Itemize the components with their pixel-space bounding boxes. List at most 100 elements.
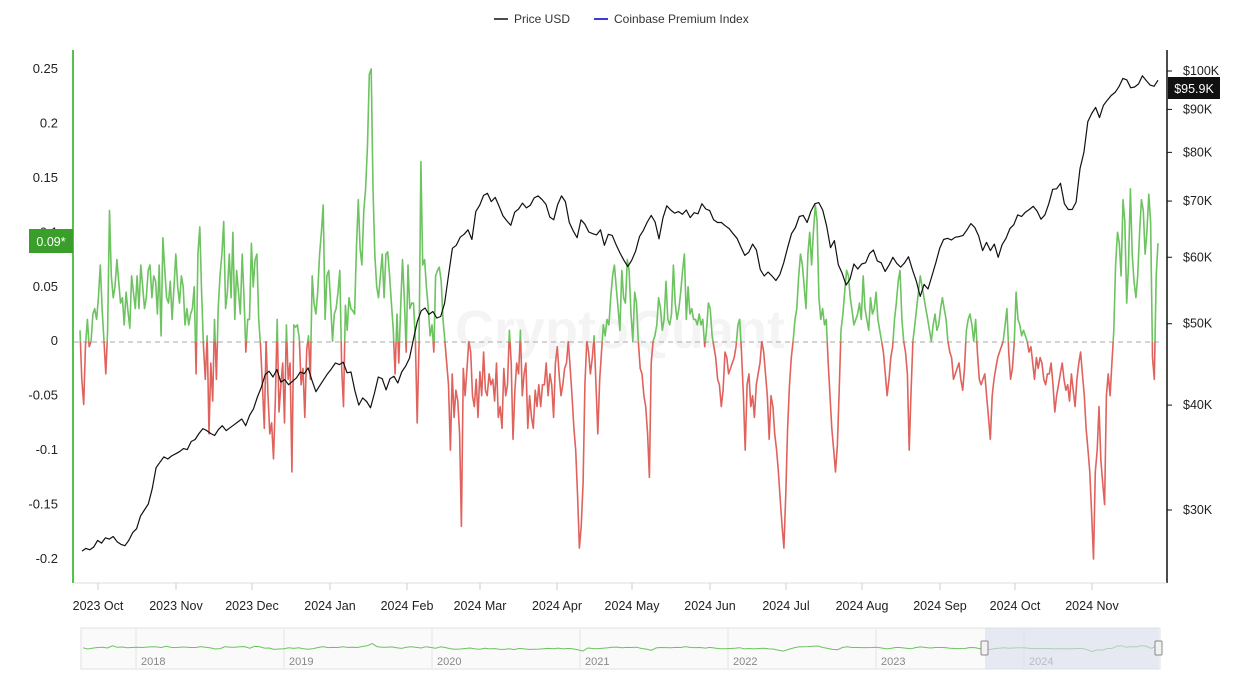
- premium-positive-segment: [107, 211, 195, 342]
- x-tick-label: 2023 Nov: [149, 599, 203, 613]
- premium-negative-segment: [1152, 341, 1155, 379]
- premium-negative-segment: [1008, 341, 1014, 379]
- current-price-badge-label: $95.9K: [1174, 82, 1214, 96]
- legend[interactable]: Price USD Coinbase Premium Index: [494, 12, 749, 26]
- premium-positive-segment: [217, 221, 245, 341]
- premium-positive-segment: [91, 265, 104, 341]
- premium-negative-segment: [341, 341, 345, 406]
- premium-positive-segment: [913, 276, 948, 341]
- premium-negative-segment: [904, 341, 913, 450]
- premium-negative-segment: [260, 341, 266, 428]
- premium-positive-segment: [793, 205, 827, 341]
- premium-positive-segment: [509, 330, 510, 341]
- current-premium-badge-label: 0.09*: [36, 235, 65, 249]
- premium-negative-segment: [207, 341, 214, 434]
- premium-positive-segment: [520, 330, 521, 341]
- x-tick-label: 2024 May: [605, 599, 661, 613]
- premium-positive-segment: [294, 325, 300, 341]
- premium-positive-segment: [434, 267, 445, 341]
- x-tick-label: 2024 Jun: [684, 599, 735, 613]
- right-tick-label: $40K: [1183, 398, 1213, 412]
- premium-negative-segment: [882, 341, 893, 396]
- navigator-selection[interactable]: [985, 628, 1159, 669]
- x-tick-label: 2024 Apr: [532, 599, 582, 613]
- x-tick-label: 2024 Feb: [381, 599, 434, 613]
- left-tick-label: 0.2: [40, 115, 58, 130]
- premium-negative-segment: [80, 341, 85, 404]
- premium-negative-segment: [977, 341, 1003, 439]
- right-tick-label: $50K: [1183, 317, 1213, 331]
- x-tick-label: 2024 Jan: [304, 599, 355, 613]
- x-tick-label: 2024 Nov: [1065, 599, 1119, 613]
- premium-negative-segment: [445, 341, 469, 526]
- navigator-left-handle[interactable]: [981, 641, 988, 655]
- left-tick-label: 0.15: [33, 170, 58, 185]
- legend-premium-label[interactable]: Coinbase Premium Index: [614, 12, 749, 26]
- premium-positive-segment: [406, 265, 415, 341]
- navigator-year-label: 2023: [881, 656, 905, 668]
- right-tick-label: $90K: [1183, 102, 1213, 116]
- premium-negative-segment: [195, 341, 196, 374]
- premium-positive-segment: [247, 243, 261, 341]
- premium-negative-segment: [638, 341, 653, 477]
- premium-positive-segment: [311, 205, 341, 341]
- right-tick-label: $30K: [1183, 503, 1213, 517]
- navigator-right-handle[interactable]: [1155, 641, 1162, 655]
- premium-positive-segment: [594, 336, 595, 341]
- left-tick-label: -0.15: [28, 497, 58, 512]
- navigator-year-label: 2020: [437, 656, 461, 668]
- premium-negative-segment: [299, 341, 307, 417]
- right-tick-label: $100K: [1183, 64, 1220, 78]
- x-tick-label: 2024 Oct: [990, 599, 1041, 613]
- premium-negative-segment: [203, 341, 207, 379]
- x-tick-label: 2024 Jul: [762, 599, 809, 613]
- premium-positive-segment: [841, 270, 882, 341]
- premium-positive-segment: [345, 69, 394, 341]
- navigator-year-label: 2019: [289, 656, 313, 668]
- premium-negative-segment: [394, 341, 396, 374]
- premium-positive-segment: [1113, 189, 1152, 341]
- premium-negative-segment: [104, 341, 107, 374]
- right-tick-label: $80K: [1183, 145, 1213, 159]
- premium-negative-segment: [704, 341, 705, 347]
- navigator-year-label: 2022: [733, 656, 757, 668]
- current-price-badge: $95.9K: [1168, 77, 1220, 99]
- premium-positive-segment: [1003, 309, 1008, 342]
- navigator[interactable]: 2018201920202021202220232024: [81, 628, 1162, 669]
- current-premium-badge: 0.09*: [29, 229, 73, 253]
- left-tick-label: 0.25: [33, 61, 58, 76]
- x-tick-label: 2023 Oct: [73, 599, 124, 613]
- premium-positive-segment: [197, 227, 204, 341]
- right-axis-ticks: $100K$90K$80K$70K$60K$50K$40K$30K: [1167, 64, 1220, 517]
- premium-negative-segment: [1027, 341, 1113, 559]
- left-tick-label: -0.2: [36, 551, 58, 566]
- navigator-year-label: 2021: [585, 656, 609, 668]
- premium-positive-segment: [308, 336, 309, 341]
- premium-negative-segment: [948, 341, 966, 390]
- premium-negative-segment: [762, 341, 793, 548]
- premium-negative-segment: [89, 341, 91, 347]
- legend-price-label[interactable]: Price USD: [514, 12, 570, 26]
- premium-negative-segment: [827, 341, 841, 472]
- left-axis-ticks: 0.250.20.150.10.050-0.05-0.1-0.15-0.2: [28, 61, 58, 566]
- x-tick-label: 2024 Aug: [836, 599, 889, 613]
- left-tick-label: 0: [51, 333, 58, 348]
- left-tick-label: 0.05: [33, 279, 58, 294]
- premium-positive-segment: [1155, 243, 1158, 341]
- premium-positive-segment: [396, 314, 398, 341]
- premium-positive-segment: [893, 270, 904, 341]
- premium-positive-segment: [966, 314, 977, 341]
- right-tick-label: $60K: [1183, 250, 1213, 264]
- premium-positive-segment: [1014, 292, 1027, 341]
- premium-series: [80, 69, 1158, 559]
- premium-positive-segment: [286, 325, 287, 341]
- x-tick-label: 2024 Mar: [454, 599, 507, 613]
- navigator-year-label: 2018: [141, 656, 165, 668]
- premium-positive-segment: [419, 162, 433, 342]
- premium-negative-segment: [266, 341, 277, 459]
- premium-positive-segment: [277, 319, 278, 341]
- premium-positive-segment: [214, 319, 215, 341]
